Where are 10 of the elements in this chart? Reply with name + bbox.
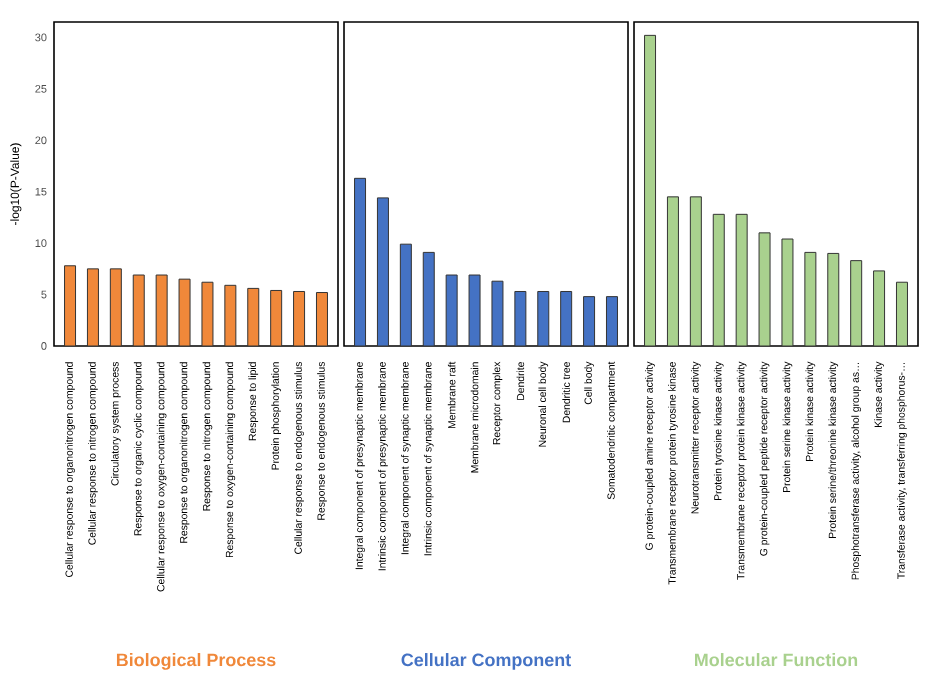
bar	[666, 196, 679, 346]
x-axis-title: Cellular Component	[401, 653, 571, 670]
bar	[644, 34, 657, 346]
bar	[735, 213, 748, 346]
bar	[689, 196, 702, 346]
bar	[712, 213, 725, 346]
bar	[354, 177, 367, 346]
bar	[376, 197, 389, 346]
x-axis-title: Biological Process	[116, 653, 276, 670]
x-axis-title: Molecular Function	[695, 653, 858, 667]
